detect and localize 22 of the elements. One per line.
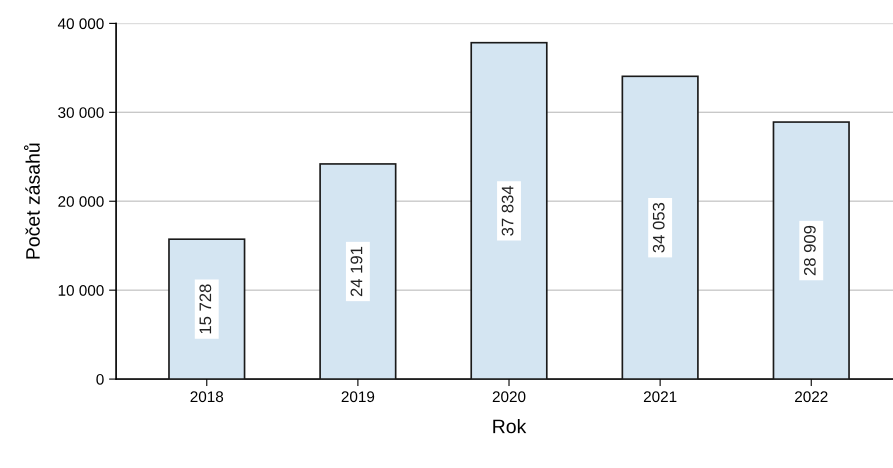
x-tick-label: 2020 (492, 391, 526, 402)
data-label: 15 728 (199, 284, 212, 334)
y-tick-label: 30 000 (58, 107, 104, 118)
data-label: 37 834 (502, 186, 514, 236)
data-label: 34 053 (652, 202, 665, 253)
y-axis-title: Počet zásahů (24, 144, 40, 259)
y-tick-label: 40 000 (58, 18, 104, 30)
bar (772, 121, 850, 380)
data-label: 28 909 (804, 226, 816, 276)
data-label: 24 191 (350, 246, 362, 296)
bar (319, 163, 397, 380)
x-tick-label: 2019 (342, 391, 374, 402)
y-tick-label: 10 000 (58, 285, 104, 296)
x-tick-label: 2018 (190, 391, 224, 402)
x-tick-label: 2022 (795, 391, 828, 402)
bar (470, 42, 548, 380)
bar (622, 75, 699, 380)
bar (168, 238, 246, 380)
y-tick-label: 20 000 (58, 196, 104, 207)
x-axis-title: Rok (493, 419, 526, 434)
x-tick-label: 2021 (644, 391, 676, 402)
y-tick-label: 0 (96, 374, 104, 385)
